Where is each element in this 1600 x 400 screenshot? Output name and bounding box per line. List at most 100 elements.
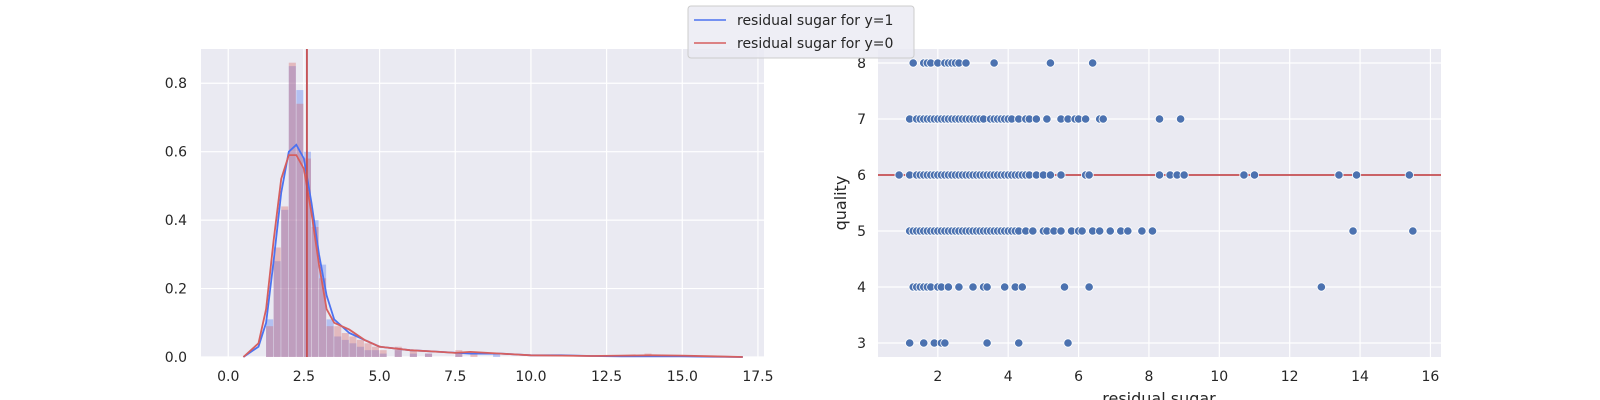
histogram-bar-y0 — [288, 62, 296, 357]
scatter-x-tick-label: 4 — [1004, 369, 1013, 385]
scatter-point — [894, 170, 904, 180]
histogram-bar-y1 — [266, 319, 274, 357]
scatter-x-tick-label: 10 — [1210, 369, 1228, 385]
scatter-point — [1081, 114, 1091, 124]
scatter-point — [1045, 170, 1056, 180]
histogram-bar-y0 — [319, 278, 327, 357]
histogram-bar-y0 — [334, 326, 342, 357]
histogram-plot-area — [201, 49, 764, 357]
scatter-point — [961, 58, 971, 68]
scatter-point — [1137, 226, 1147, 236]
scatter-point — [1028, 226, 1038, 236]
scatter-y-tick-label: 3 — [857, 336, 866, 352]
histogram-bar-y1 — [311, 220, 319, 357]
histogram-bar-y0 — [281, 206, 289, 357]
scatter-point — [1176, 114, 1186, 124]
scatter-point — [1404, 170, 1414, 180]
scatter-point — [1147, 226, 1158, 236]
scatter-point — [1059, 282, 1070, 292]
histogram-y-tick-label: 0.6 — [165, 145, 187, 161]
histogram-y-tick-label: 0.2 — [165, 282, 187, 298]
histogram-bar-y1 — [326, 319, 334, 357]
histogram-bar-y0 — [379, 350, 387, 357]
scatter-point — [1084, 282, 1094, 292]
scatter-point — [1348, 226, 1358, 236]
scatter-x-tick-label: 6 — [1074, 369, 1083, 385]
histogram-bar-y0 — [424, 353, 433, 357]
scatter-point — [908, 58, 918, 68]
histogram-x-tick-label: 0.0 — [217, 369, 239, 385]
histogram-bar-y1 — [364, 350, 372, 357]
histogram-bar-y0 — [356, 339, 364, 357]
histogram-bar-y1 — [341, 339, 349, 357]
histogram-bar-y1 — [409, 353, 417, 357]
scatter-point — [982, 338, 992, 348]
scatter-point — [1154, 114, 1165, 124]
scatter-point — [1316, 282, 1326, 292]
legend-label-y0: residual sugar for y=0 — [737, 36, 893, 52]
scatter-y-tick-label: 7 — [857, 112, 866, 128]
histogram-x-tick-label: 10.0 — [515, 369, 546, 385]
legend-label-y1: residual sugar for y=1 — [737, 13, 893, 29]
scatter-x-axis-label: residual sugar — [1102, 389, 1216, 400]
histogram-bar-y1 — [288, 66, 296, 357]
histogram-bar-y0 — [326, 326, 334, 357]
histogram-x-tick-label: 15.0 — [667, 369, 698, 385]
scatter-x-tick-label: 2 — [933, 369, 942, 385]
histogram-bar-y0 — [296, 103, 304, 357]
histogram-bar-y0 — [273, 247, 281, 357]
scatter-point — [905, 338, 915, 348]
scatter-point — [1123, 226, 1133, 236]
scatter-x-tick-labels: 2 4 6 8 10 12 14 16 — [933, 369, 1439, 385]
histogram-x-tick-label: 5.0 — [368, 369, 390, 385]
scatter-point — [1056, 226, 1066, 236]
histogram-x-tick-label: 17.5 — [742, 369, 773, 385]
histogram-bar-y1 — [372, 350, 380, 357]
scatter-point — [940, 338, 950, 348]
scatter-point — [954, 282, 964, 292]
scatter-point — [943, 282, 953, 292]
histogram-bar-y1 — [273, 261, 281, 357]
histogram-bar-y1 — [296, 90, 304, 358]
scatter-x-tick-label: 14 — [1351, 369, 1369, 385]
histogram-bar-y0 — [364, 343, 372, 357]
histogram-bar-y1 — [493, 353, 501, 357]
histogram-bar-y1 — [455, 353, 463, 357]
histogram-y-tick-label: 0.0 — [165, 350, 187, 366]
legend: residual sugar for y=1 residual sugar fo… — [687, 5, 915, 59]
scatter-point — [1088, 58, 1098, 68]
scatter-x-tick-label: 12 — [1281, 369, 1299, 385]
histogram-bar-y1 — [356, 346, 364, 357]
scatter-point — [1014, 338, 1024, 348]
histogram-bar-y0 — [266, 326, 274, 357]
histogram-bar-y0 — [341, 333, 349, 357]
scatter-point — [1179, 170, 1189, 180]
scatter-point — [1098, 114, 1108, 124]
histogram-bar-y0 — [349, 336, 357, 357]
scatter-point — [1154, 170, 1165, 180]
scatter-point — [919, 338, 929, 348]
histogram-bar-y1 — [281, 209, 289, 357]
scatter-y-tick-label: 5 — [857, 224, 866, 240]
histogram-kde-curves — [242, 143, 743, 358]
scatter-point — [1084, 170, 1094, 180]
scatter-y-tick-label: 4 — [857, 280, 866, 296]
histogram-y-tick-label: 0.8 — [165, 76, 187, 92]
scatter-plot-area — [878, 49, 1441, 357]
histogram-bar-y0 — [311, 226, 319, 357]
scatter-point — [1105, 226, 1115, 236]
histogram-bar-y1 — [319, 264, 327, 357]
histogram-x-tick-label: 2.5 — [293, 369, 315, 385]
histogram-bar-y1 — [334, 336, 342, 357]
scatter-point — [1056, 170, 1066, 180]
scatter-point — [1095, 226, 1105, 236]
histogram-y-tick-labels: 0.0 0.2 0.4 0.6 0.8 — [165, 76, 187, 366]
scatter-y-axis-label: quality — [831, 176, 850, 231]
scatter-point — [1334, 170, 1344, 180]
scatter-point — [1408, 226, 1418, 236]
histogram-x-tick-label: 12.5 — [591, 369, 622, 385]
histogram-grid — [201, 49, 764, 358]
scatter-point — [982, 282, 992, 292]
kde-curve-y0 — [242, 154, 743, 358]
